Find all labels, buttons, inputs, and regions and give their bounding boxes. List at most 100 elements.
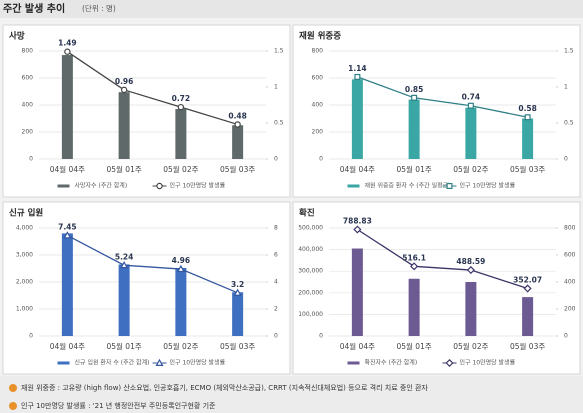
bar xyxy=(61,233,73,336)
y-tick-label: 800 xyxy=(312,48,324,55)
x-tick-label: 05월 03주 xyxy=(220,341,255,351)
y2-tick-label: 8 xyxy=(274,225,278,232)
line xyxy=(357,76,528,118)
line xyxy=(67,234,238,294)
bar xyxy=(351,248,363,336)
line-marker xyxy=(120,86,128,94)
y-tick-label: 4,000 xyxy=(16,225,33,232)
bar xyxy=(232,292,244,336)
y-tick-label: 100,000 xyxy=(298,311,323,318)
x-tick-label: 04월 04주 xyxy=(340,341,375,351)
legend-label: 사망자수 (주간 합계) xyxy=(75,182,128,190)
panel xyxy=(2,201,291,375)
line-marker xyxy=(353,225,362,234)
bar xyxy=(118,264,130,336)
x-tick-label: 05월 02주 xyxy=(453,164,488,174)
note-icon xyxy=(9,384,17,392)
data-label: 516.1 xyxy=(402,253,426,262)
line-marker xyxy=(354,73,361,80)
data-label: 352.07 xyxy=(513,275,542,284)
line-marker xyxy=(467,102,474,109)
y2-tick-label: 4 xyxy=(274,279,278,286)
bar xyxy=(408,99,420,159)
x-tick-label: 05월 02주 xyxy=(453,341,488,351)
y-tick-label: 0 xyxy=(29,333,33,340)
x-tick-label: 05월 03주 xyxy=(510,164,545,174)
y-tick-label: 2,000 xyxy=(16,279,33,286)
y-tick-label: 200 xyxy=(22,129,34,136)
y-tick-label: 500,000 xyxy=(298,225,323,232)
y2-tick-label: 0.5 xyxy=(274,120,284,127)
x-tick-label: 04월 04주 xyxy=(340,164,375,174)
line xyxy=(67,51,238,126)
bar xyxy=(351,79,363,159)
y2-tick-label: 6 xyxy=(274,252,278,259)
line-marker xyxy=(177,103,185,111)
data-label: 0.58 xyxy=(518,104,537,113)
note: 재원 위중증 : 고유량 (high flow) 산소요법, 인공호흡기, EC… xyxy=(21,383,428,392)
line-marker xyxy=(233,288,242,296)
bar xyxy=(522,297,534,336)
y-tick-label: 600 xyxy=(312,75,324,82)
data-label: 5.24 xyxy=(115,252,134,261)
x-tick-label: 05월 01주 xyxy=(396,341,431,351)
line-marker xyxy=(120,261,129,269)
bar xyxy=(408,278,420,336)
header-unit: (단위 : 명) xyxy=(82,3,116,13)
data-label: 0.72 xyxy=(172,94,191,103)
line-marker xyxy=(63,231,72,239)
y-tick-label: 600 xyxy=(22,75,34,82)
y-tick-label: 300,000 xyxy=(298,268,323,275)
line-marker xyxy=(524,114,531,121)
y2-tick-label: 400 xyxy=(564,279,576,286)
header-bar xyxy=(0,0,583,18)
y-tick-label: 3,000 xyxy=(16,252,33,259)
bar xyxy=(232,125,244,159)
data-label: 1.14 xyxy=(348,64,367,73)
y-tick-label: 200,000 xyxy=(298,289,323,296)
y2-tick-label: 0 xyxy=(274,333,278,340)
y2-tick-label: 0 xyxy=(564,156,568,163)
data-label: 0.74 xyxy=(462,93,481,102)
x-tick-label: 05월 02주 xyxy=(163,341,198,351)
line-marker xyxy=(176,264,185,273)
y2-tick-label: 600 xyxy=(564,252,576,259)
bar xyxy=(175,267,187,336)
y2-tick-label: 0 xyxy=(274,156,278,163)
y-tick-label: 400 xyxy=(312,102,324,109)
y-tick-label: 400 xyxy=(22,102,34,109)
y2-tick-label: 1 xyxy=(564,84,568,91)
y-tick-label: 0 xyxy=(319,333,323,340)
y-tick-label: 200 xyxy=(312,129,324,136)
panel-title: 신규 입원 xyxy=(9,208,43,219)
legend-label: 인구 10만명당 발생률 xyxy=(170,182,226,190)
legend-label: 신규 입원 환자 수 (주간 합계) xyxy=(75,359,150,367)
x-tick-label: 05월 01주 xyxy=(106,341,141,351)
x-tick-label: 05월 01주 xyxy=(396,164,431,174)
y2-tick-label: 800 xyxy=(564,225,576,232)
legend-marker xyxy=(155,358,164,366)
y2-tick-label: 1.5 xyxy=(274,48,284,55)
bar xyxy=(522,118,534,159)
x-tick-label: 04월 04주 xyxy=(50,341,85,351)
data-label: 7.45 xyxy=(58,222,77,231)
x-tick-label: 05월 02주 xyxy=(163,164,198,174)
y-tick-label: 0 xyxy=(319,156,323,163)
legend-marker xyxy=(445,358,454,368)
data-label: 0.96 xyxy=(115,77,134,86)
y-tick-label: 800 xyxy=(22,48,34,55)
bar xyxy=(61,55,73,159)
panel-title: 확진 xyxy=(299,208,315,219)
y2-tick-label: 0.5 xyxy=(564,120,574,127)
panel-title: 사망 xyxy=(9,31,25,42)
legend-label: 확진자수 (주간 합계) xyxy=(365,359,418,367)
x-tick-label: 04월 04주 xyxy=(50,164,85,174)
panel xyxy=(2,24,291,198)
y-tick-label: 0 xyxy=(29,156,33,163)
panel xyxy=(292,201,581,375)
legend-label: 인구 10만명당 발생률 xyxy=(170,359,226,367)
x-tick-label: 05월 01주 xyxy=(106,164,141,174)
line-marker xyxy=(410,262,419,271)
data-label: 488.59 xyxy=(456,257,485,266)
